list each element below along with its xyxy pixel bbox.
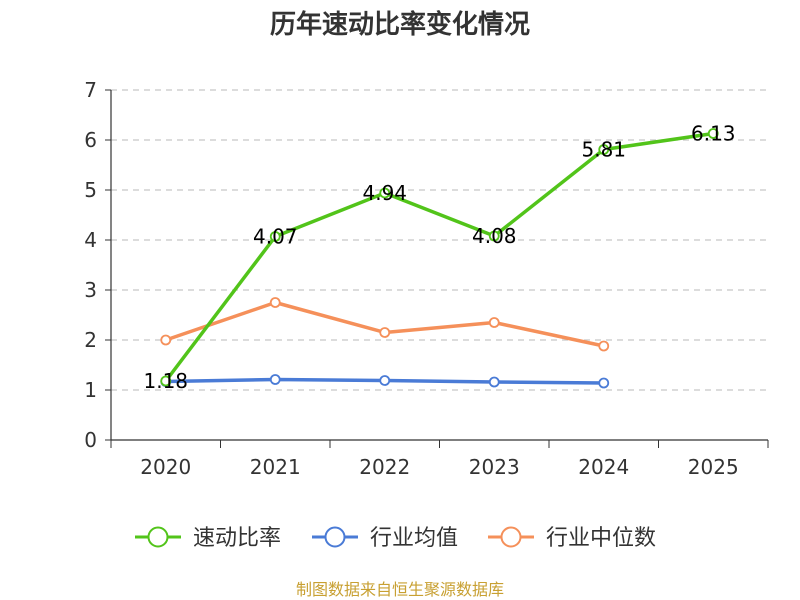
legend-label-0: 速动比率 <box>193 526 281 551</box>
x-tick-label-2022: 2022 <box>359 455 410 479</box>
y-tick-label-4: 4 <box>84 228 97 252</box>
data-point-s2-2020[interactable] <box>160 334 172 346</box>
legend-marker-1 <box>324 526 346 548</box>
x-tick-label-2021: 2021 <box>250 455 301 479</box>
x-tick-label-2020: 2020 <box>140 455 191 479</box>
legend-item-1[interactable]: 行业均值 <box>312 526 458 551</box>
data-point-s2-2023[interactable] <box>488 317 500 328</box>
data-point-s1-2022[interactable] <box>379 375 391 386</box>
y-tick-label-1: 1 <box>84 378 97 402</box>
data-point-s0-2020[interactable] <box>160 375 172 387</box>
x-tick-label-2024: 2024 <box>578 455 629 479</box>
data-label-2022: 4.94 <box>362 181 407 205</box>
legend-marker-2 <box>500 526 522 548</box>
data-label-2023: 4.08 <box>472 224 517 248</box>
legend-item-0[interactable]: 速动比率 <box>135 526 281 551</box>
y-tick-label-3: 3 <box>84 278 97 302</box>
series-group <box>160 128 719 389</box>
data-point-s0-2023[interactable] <box>488 230 500 242</box>
y-tick-label-0: 0 <box>84 428 97 452</box>
axes: 0 1 2 3 4 5 6 7 2020 2021 2022 2023 2024 2025 <box>84 78 769 479</box>
data-label-2021: 4.07 <box>253 225 298 249</box>
y-tick-label-2: 2 <box>84 328 97 352</box>
data-point-s2-2024[interactable] <box>598 340 610 352</box>
data-point-s0-2024[interactable] <box>598 144 610 155</box>
data-label-2024: 5.81 <box>581 138 626 162</box>
source-note: 制图数据来自恒生聚源数据库 <box>296 580 504 599</box>
x-tick-label-2025: 2025 <box>688 455 739 479</box>
data-point-s2-2021[interactable] <box>269 297 281 308</box>
data-point-s1-2023[interactable] <box>488 376 500 388</box>
grid-lines <box>111 89 768 391</box>
legend-label-2: 行业中位数 <box>546 526 656 551</box>
legend-marker-0 <box>147 526 169 548</box>
data-labels: 1.18 4.07 4.94 4.08 5.81 6.13 <box>143 122 735 394</box>
chart-title: 历年速动比率变化情况 <box>270 9 530 40</box>
data-label-2020: 1.18 <box>143 369 188 393</box>
legend[interactable]: 速动比率 行业均值 行业中位数 <box>135 526 656 551</box>
x-tick-label-2023: 2023 <box>469 455 520 479</box>
data-point-s1-2024[interactable] <box>598 377 610 389</box>
legend-item-2[interactable]: 行业中位数 <box>488 526 656 551</box>
data-point-s0-2025[interactable] <box>707 128 719 139</box>
series-line-0 <box>164 131 714 383</box>
series-line-2 <box>165 300 605 348</box>
legend-label-1: 行业均值 <box>370 526 458 551</box>
data-point-s2-2022[interactable] <box>379 327 391 338</box>
y-tick-label-5: 5 <box>84 178 97 202</box>
data-point-s0-2022[interactable] <box>379 187 391 199</box>
data-point-s0-2021[interactable] <box>269 231 281 242</box>
y-tick-label-7: 7 <box>84 78 97 102</box>
y-tick-label-6: 6 <box>84 128 97 152</box>
data-point-s1-2021[interactable] <box>269 374 281 385</box>
data-label-2025: 6.13 <box>691 122 736 146</box>
